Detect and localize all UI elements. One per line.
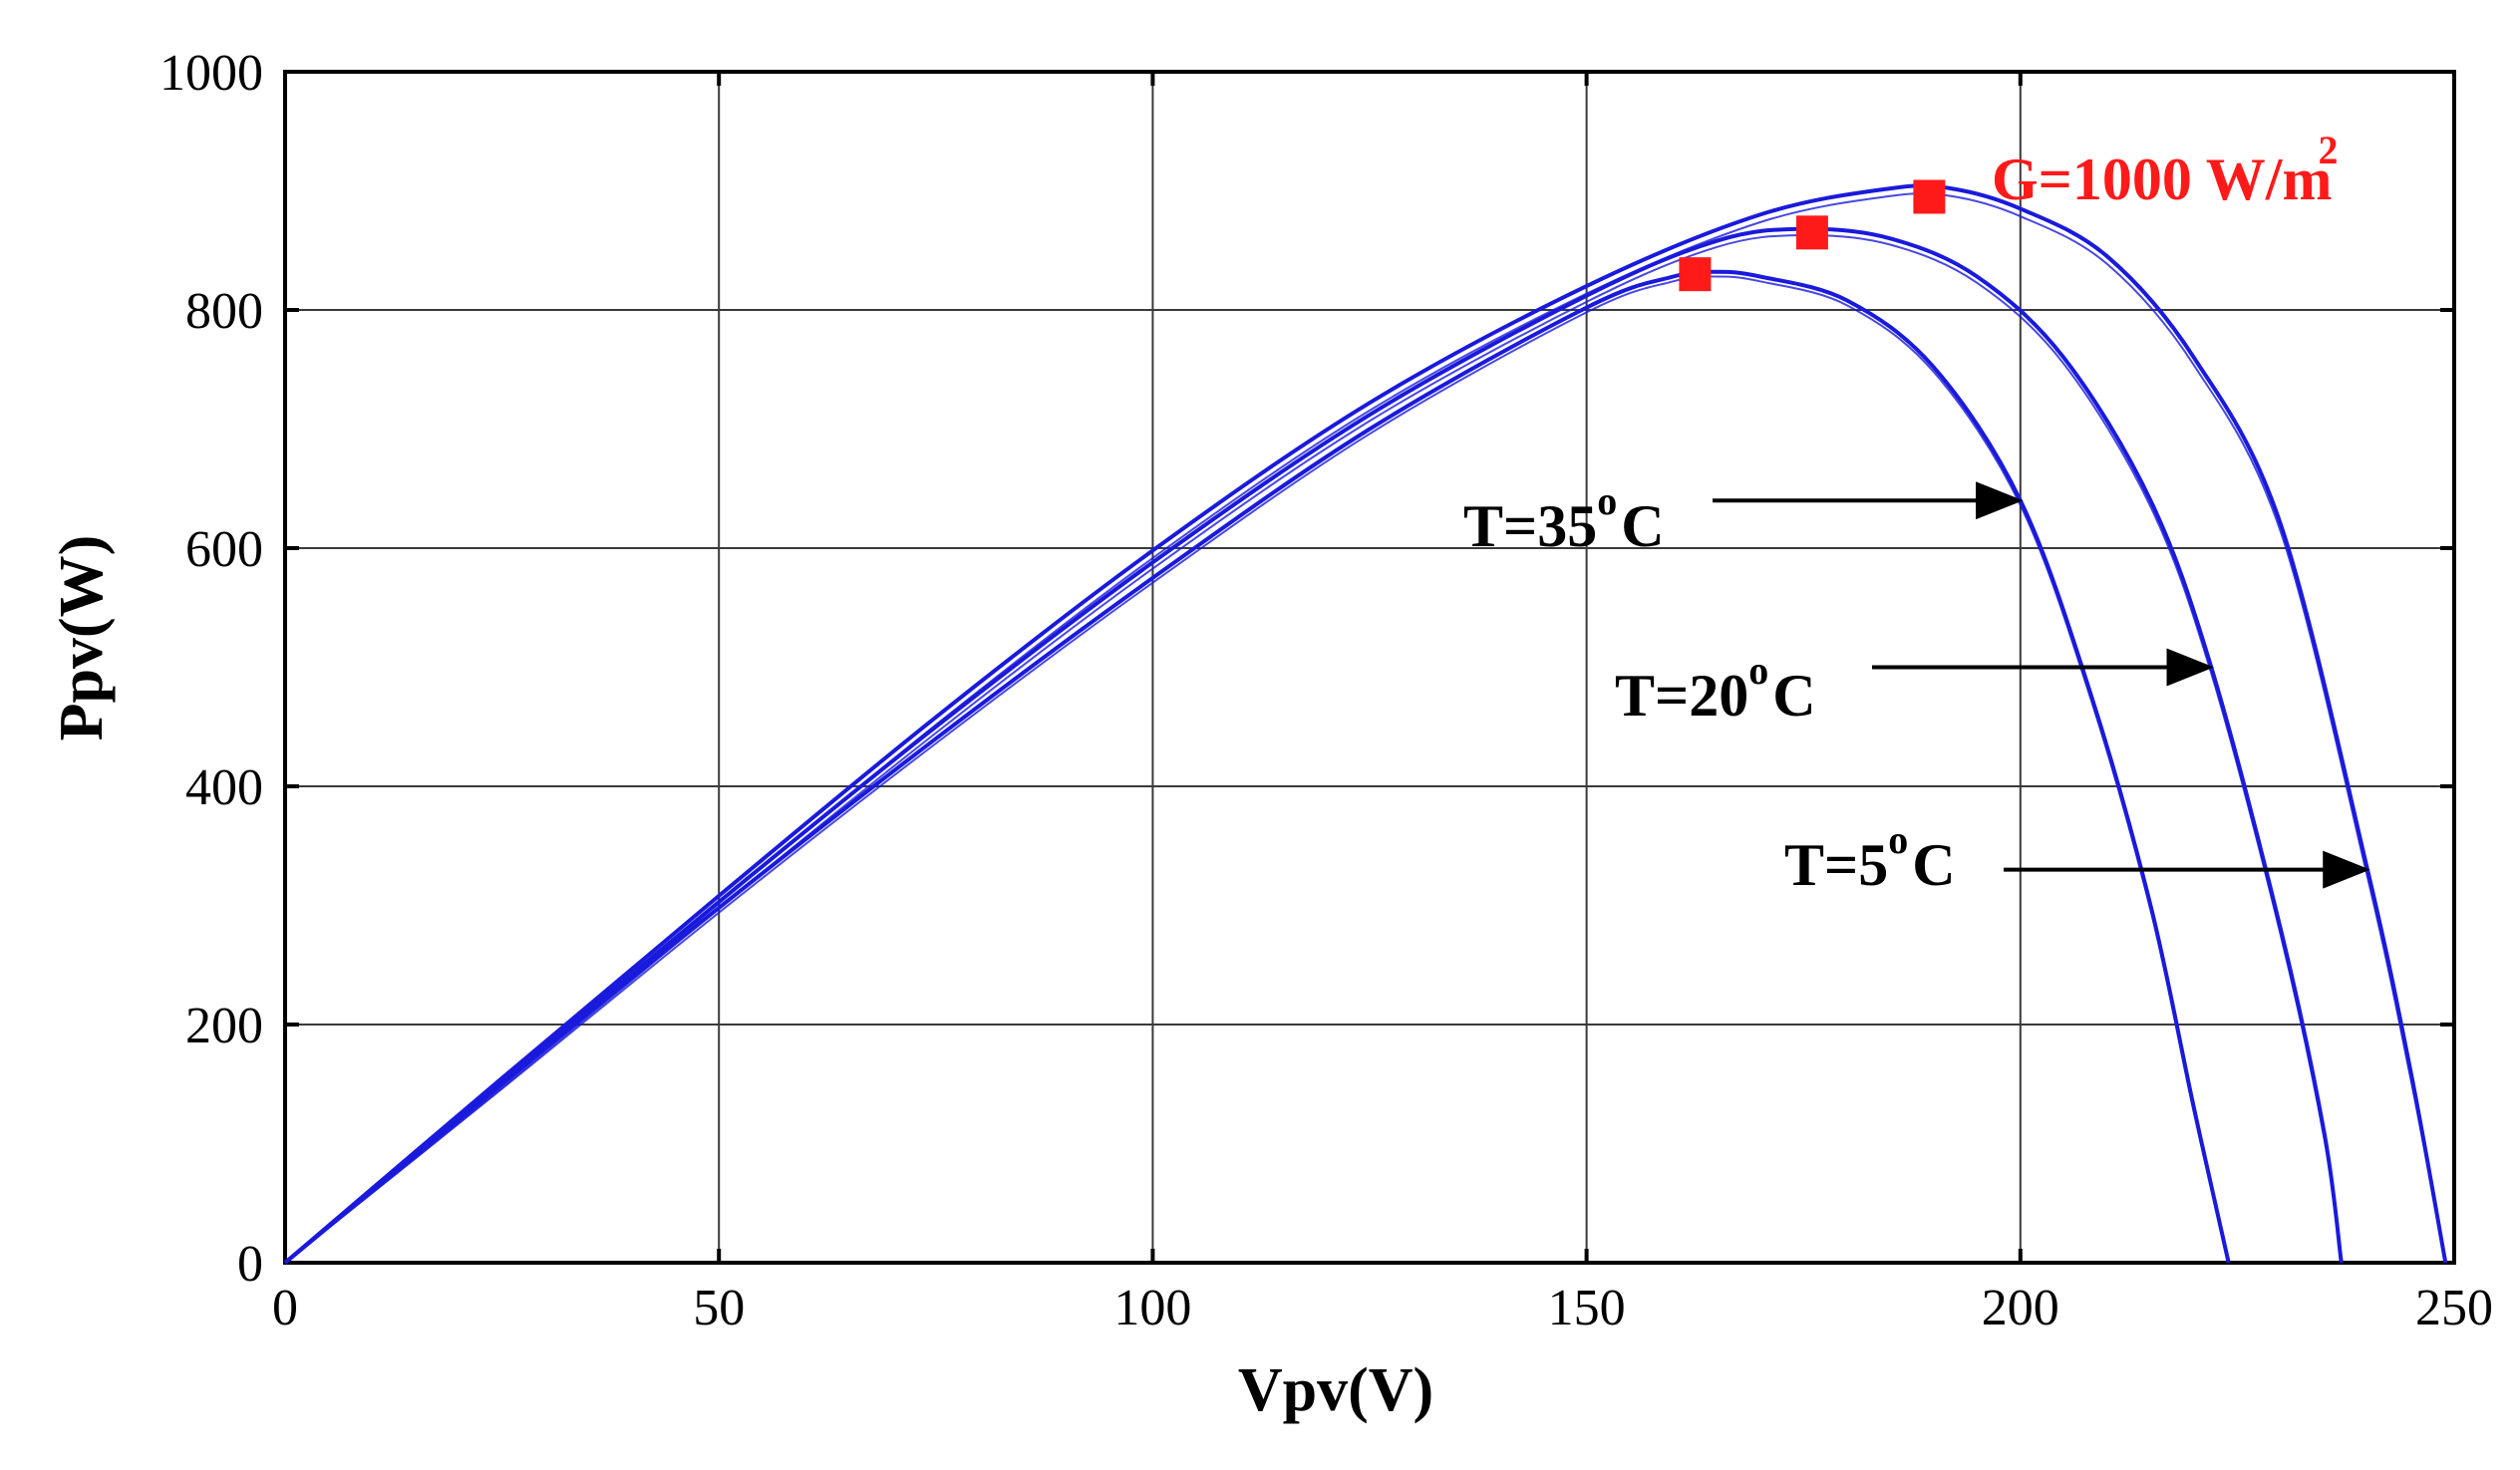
mpp-markers [1679, 179, 1946, 292]
mpp-marker [1795, 215, 1828, 250]
y-axis-label: Ppv(W) [48, 535, 116, 741]
x-tick-label: 250 [2415, 1280, 2493, 1336]
series-line-t-5 [283, 183, 2448, 1265]
x-tick-label: 50 [693, 1280, 745, 1336]
plot-frame [283, 70, 2456, 1265]
y-tick-label: 200 [185, 998, 263, 1054]
series-line-t-20 [283, 226, 2344, 1265]
series-lines [283, 183, 2448, 1265]
mpp-marker [1913, 179, 1946, 214]
temperature-label: T=5oC [1784, 817, 1956, 898]
mpp-marker [1679, 257, 1712, 292]
series-line-shadow [284, 275, 2230, 1264]
x-tick-label: 150 [1548, 1280, 1626, 1336]
series-line-shadow [284, 233, 2343, 1264]
y-tick-label: 600 [185, 521, 263, 578]
y-tick-label: 400 [185, 759, 263, 816]
x-tick-label: 100 [1113, 1280, 1191, 1336]
y-tick-label: 0 [237, 1236, 263, 1293]
tick-labels: 0 50 100 150 200 250 0 200 400 600 800 1000 [159, 45, 2493, 1336]
annotations: T=35oC T=20oC T=5oC G=1000 W/m2 [1463, 128, 2370, 898]
temperature-label: T=20oC [1615, 648, 1816, 729]
y-tick-label: 1000 [159, 45, 263, 102]
series-line-shadow [284, 191, 2447, 1264]
x-axis-label: Vpv(V) [1238, 1356, 1433, 1424]
x-tick-label: 200 [1982, 1280, 2059, 1336]
plot-border [283, 70, 2456, 1265]
temperature-label: T=35oC [1463, 478, 1665, 559]
irradiance-label: G=1000 W/m2 [1992, 128, 2338, 212]
series-line-t-35 [283, 269, 2231, 1265]
y-tick-label: 800 [185, 283, 263, 340]
x-tick-label: 0 [272, 1280, 298, 1336]
